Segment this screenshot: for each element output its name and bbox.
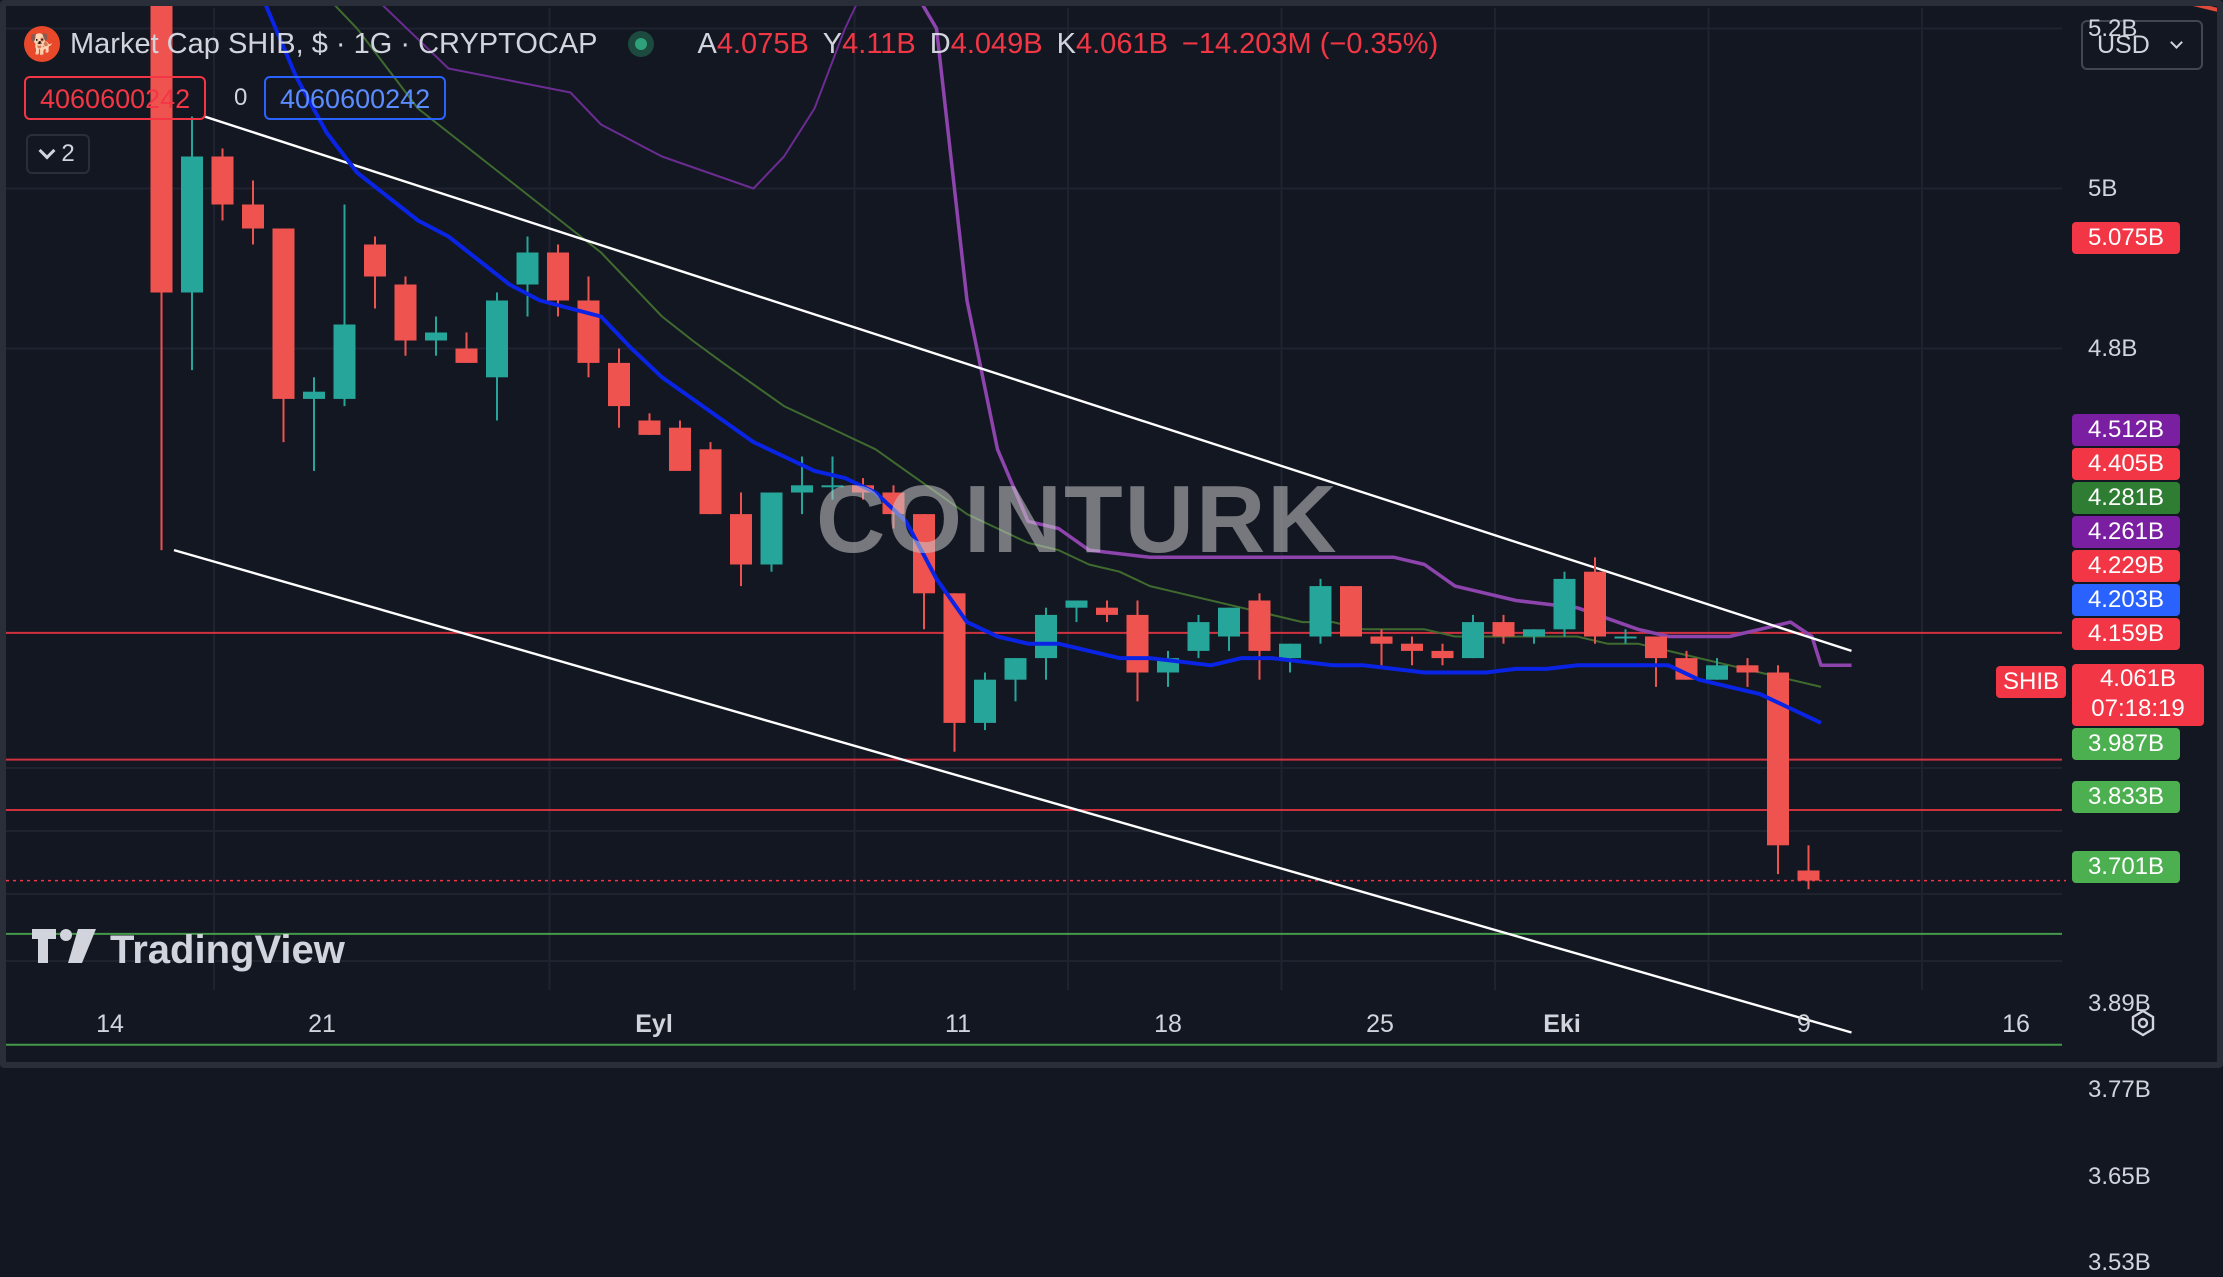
chart-title[interactable]: Market Cap SHIB, $ · 1G · CRYPTOCAP: [70, 28, 598, 61]
tradingview-brand[interactable]: TradingView: [32, 928, 345, 973]
price-tag: 4.405B: [2072, 448, 2180, 480]
price-tag: 3.987B: [2072, 728, 2180, 760]
market-status-icon: [628, 31, 654, 57]
shib-coin-icon: 🐕: [24, 26, 60, 62]
price-tag: 3.833B: [2072, 781, 2180, 813]
volume-sell-box[interactable]: 4060600242: [24, 76, 206, 120]
ohlc-open-value: 4.075B: [717, 28, 809, 61]
x-tick-label: 16: [2002, 1010, 2030, 1039]
price-tag: 4.203B: [2072, 584, 2180, 616]
volume-spread: 0: [234, 78, 247, 118]
chevron-down-icon: [39, 143, 56, 160]
y-tick-label: 3.53B: [2088, 1249, 2151, 1277]
ohlc-open-key: A: [698, 28, 717, 61]
x-tick-label: 18: [1154, 1010, 1182, 1039]
indicator-count: 2: [61, 140, 74, 168]
y-tick-label: 3.65B: [2088, 1163, 2151, 1191]
y-tick-label: 3.77B: [2088, 1076, 2151, 1104]
x-tick-label: 21: [308, 1010, 336, 1039]
price-tag: 5.075B: [2072, 222, 2180, 254]
ohlc-high-key: Y: [823, 28, 842, 61]
x-tick-label: 9: [1797, 1010, 1811, 1039]
y-tick-label: 5B: [2088, 175, 2117, 203]
symbol-tag: SHIB: [1996, 666, 2066, 698]
collapse-indicators-button[interactable]: 2: [26, 134, 90, 174]
brand-name: TradingView: [110, 928, 345, 973]
price-tag: 4.512B: [2072, 414, 2180, 446]
ohlc-change: −14.203M (−0.35%): [1182, 28, 1438, 61]
price-tag: 4.261B: [2072, 516, 2180, 548]
settings-icon[interactable]: [2128, 1008, 2158, 1038]
x-tick-label: 25: [1366, 1010, 1394, 1039]
x-tick-label: 14: [96, 1010, 124, 1039]
last-price-tag: 4.061B 07:18:19: [2072, 664, 2204, 726]
y-tick-label: 4.8B: [2088, 335, 2137, 363]
chevron-down-icon: [2170, 36, 2183, 49]
price-tag: 4.281B: [2072, 482, 2180, 514]
ohlc-close-value: 4.061B: [1076, 28, 1168, 61]
last-price-value: 4.061B: [2072, 664, 2204, 694]
volume-buy-box[interactable]: 4060600242: [264, 76, 446, 120]
x-tick-label: Eki: [1543, 1010, 1581, 1039]
ohlc-low-value: 4.049B: [951, 28, 1043, 61]
candle-countdown: 07:18:19: [2072, 694, 2204, 724]
chart-frame: [0, 0, 2223, 1068]
ohlc-low-key: D: [930, 28, 951, 61]
price-tag: 4.229B: [2072, 550, 2180, 582]
tradingview-logo-icon: [32, 928, 98, 973]
y-tick-label: 5.2B: [2088, 15, 2137, 43]
ohlc-high-value: 4.11B: [842, 28, 916, 61]
x-tick-label: 11: [945, 1010, 971, 1039]
price-tag: 3.701B: [2072, 851, 2180, 883]
ohlc-close-key: K: [1057, 28, 1076, 61]
x-tick-label: Eyl: [635, 1010, 673, 1039]
price-tag: 4.159B: [2072, 618, 2180, 650]
